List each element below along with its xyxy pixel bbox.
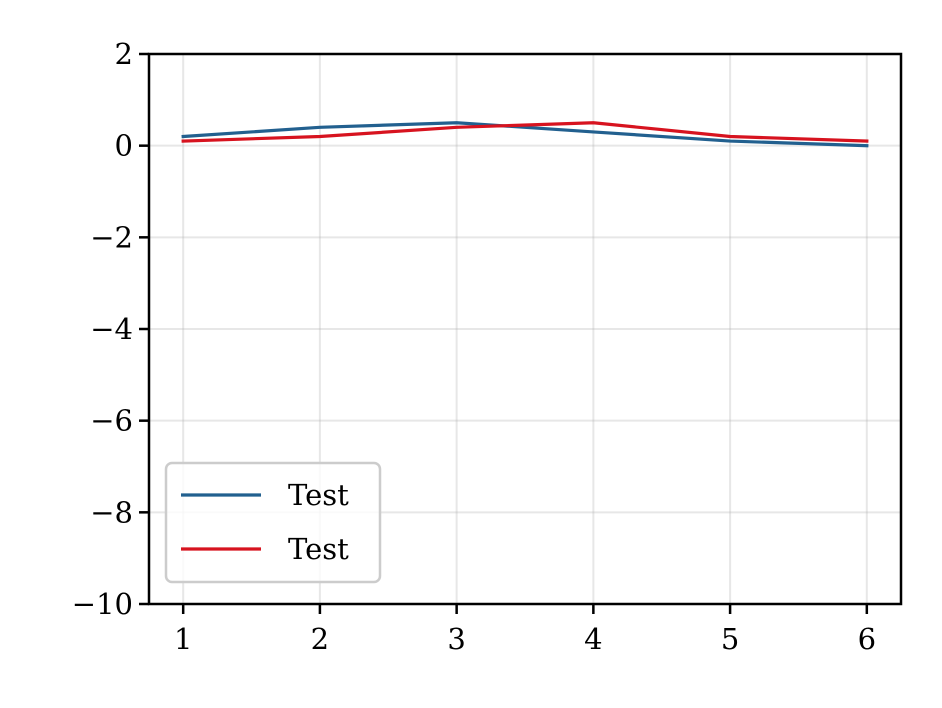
legend-box bbox=[164, 461, 382, 584]
x-tick-label: 6 bbox=[858, 622, 876, 656]
y-tick-label: −8 bbox=[90, 495, 133, 529]
series-line-1 bbox=[181, 121, 869, 148]
legend: Test Test bbox=[164, 461, 382, 584]
x-tick-label: 2 bbox=[311, 622, 329, 656]
y-tick-label: −6 bbox=[90, 404, 133, 438]
x-tick-label: 5 bbox=[721, 622, 739, 656]
x-tick-label: 3 bbox=[447, 622, 465, 656]
y-tick-label: −4 bbox=[90, 312, 133, 346]
legend-label-2: Test bbox=[288, 532, 349, 566]
x-tick-label: 1 bbox=[174, 622, 192, 656]
y-tick-label: 2 bbox=[115, 37, 133, 71]
axis-ticks: 1 2 3 4 5 6 −10 −8 −6 −4 −2 0 2 bbox=[72, 37, 876, 656]
series-line-2 bbox=[181, 121, 869, 143]
x-tick-label: 4 bbox=[584, 622, 602, 656]
legend-label-1: Test bbox=[288, 478, 349, 512]
y-tick-label: −10 bbox=[72, 587, 133, 621]
y-tick-label: −2 bbox=[90, 220, 133, 254]
y-tick-label: 0 bbox=[115, 129, 133, 163]
series-lines bbox=[181, 121, 869, 148]
